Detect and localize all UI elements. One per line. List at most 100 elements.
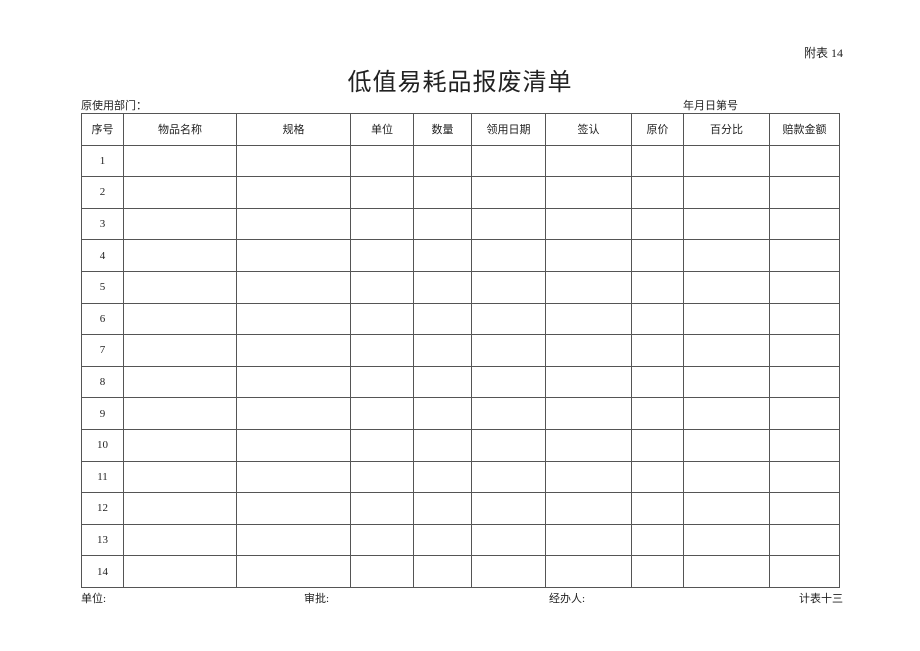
empty-cell bbox=[631, 492, 684, 525]
empty-cell bbox=[123, 302, 237, 336]
empty-cell bbox=[236, 302, 351, 336]
row-number: 1 bbox=[81, 144, 124, 178]
empty-cell bbox=[683, 144, 770, 178]
empty-cell bbox=[236, 428, 351, 462]
row-number: 14 bbox=[81, 555, 124, 588]
empty-cell bbox=[683, 207, 770, 241]
empty-cell bbox=[123, 555, 237, 588]
empty-cell bbox=[545, 492, 632, 525]
empty-cell bbox=[350, 176, 414, 209]
empty-cell bbox=[236, 492, 351, 525]
empty-cell bbox=[631, 334, 684, 367]
empty-cell bbox=[123, 523, 237, 557]
empty-cell bbox=[350, 428, 414, 462]
column-header: 规格 bbox=[236, 113, 351, 146]
empty-cell bbox=[471, 144, 546, 178]
empty-cell bbox=[631, 460, 684, 494]
empty-cell bbox=[769, 270, 840, 304]
empty-cell bbox=[350, 460, 414, 494]
empty-cell bbox=[236, 334, 351, 367]
column-header: 百分比 bbox=[683, 113, 770, 146]
empty-cell bbox=[471, 365, 546, 399]
empty-cell bbox=[545, 176, 632, 209]
empty-cell bbox=[413, 365, 472, 399]
empty-cell bbox=[545, 270, 632, 304]
row-number: 3 bbox=[81, 207, 124, 241]
empty-cell bbox=[683, 428, 770, 462]
table-row: 5 bbox=[81, 270, 840, 304]
empty-cell bbox=[350, 523, 414, 557]
empty-cell bbox=[123, 176, 237, 209]
empty-cell bbox=[631, 555, 684, 588]
row-number: 8 bbox=[81, 365, 124, 399]
header-row: 序号 物品名称 规格 单位 数量 领用日期 签认 原价 百分比 赔款金额 bbox=[81, 113, 840, 146]
empty-cell bbox=[413, 176, 472, 209]
empty-cell bbox=[471, 555, 546, 588]
empty-cell bbox=[545, 555, 632, 588]
empty-cell bbox=[683, 397, 770, 430]
empty-cell bbox=[350, 207, 414, 241]
empty-cell bbox=[236, 176, 351, 209]
empty-cell bbox=[545, 365, 632, 399]
empty-cell bbox=[471, 176, 546, 209]
table-row: 14 bbox=[81, 555, 840, 588]
empty-cell bbox=[471, 397, 546, 430]
empty-cell bbox=[350, 365, 414, 399]
empty-cell bbox=[545, 334, 632, 367]
empty-cell bbox=[471, 302, 546, 336]
empty-cell bbox=[236, 207, 351, 241]
empty-cell bbox=[631, 397, 684, 430]
empty-cell bbox=[413, 523, 472, 557]
empty-cell bbox=[545, 460, 632, 494]
empty-cell bbox=[683, 176, 770, 209]
column-header: 原价 bbox=[631, 113, 684, 146]
table-row: 7 bbox=[81, 334, 840, 367]
empty-cell bbox=[769, 460, 840, 494]
column-header: 物品名称 bbox=[123, 113, 237, 146]
empty-cell bbox=[350, 334, 414, 367]
row-number: 6 bbox=[81, 302, 124, 336]
empty-cell bbox=[769, 144, 840, 178]
row-number: 9 bbox=[81, 397, 124, 430]
empty-cell bbox=[236, 270, 351, 304]
empty-cell bbox=[683, 523, 770, 557]
empty-cell bbox=[769, 492, 840, 525]
empty-cell bbox=[236, 555, 351, 588]
empty-cell bbox=[123, 334, 237, 367]
empty-cell bbox=[471, 523, 546, 557]
row-number: 2 bbox=[81, 176, 124, 209]
empty-cell bbox=[413, 492, 472, 525]
empty-cell bbox=[769, 523, 840, 557]
empty-cell bbox=[631, 176, 684, 209]
scrap-list-table: 序号 物品名称 规格 单位 数量 领用日期 签认 原价 百分比 赔款金额 1 2 3 4 5 6 7 8 9 10 1… bbox=[81, 113, 840, 588]
column-header: 领用日期 bbox=[471, 113, 546, 146]
table-row: 6 bbox=[81, 302, 840, 336]
empty-cell bbox=[236, 239, 351, 272]
table-row: 2 bbox=[81, 176, 840, 209]
table-row: 12 bbox=[81, 492, 840, 525]
empty-cell bbox=[769, 176, 840, 209]
row-number: 5 bbox=[81, 270, 124, 304]
empty-cell bbox=[683, 239, 770, 272]
empty-cell bbox=[413, 239, 472, 272]
empty-cell bbox=[631, 144, 684, 178]
department-label: 原使用部门： bbox=[81, 100, 147, 112]
empty-cell bbox=[683, 365, 770, 399]
empty-cell bbox=[350, 555, 414, 588]
empty-cell bbox=[413, 397, 472, 430]
empty-cell bbox=[350, 492, 414, 525]
empty-cell bbox=[123, 397, 237, 430]
column-header: 签认 bbox=[545, 113, 632, 146]
empty-cell bbox=[413, 334, 472, 367]
empty-cell bbox=[123, 492, 237, 525]
empty-cell bbox=[631, 270, 684, 304]
column-header: 序号 bbox=[81, 113, 124, 146]
empty-cell bbox=[471, 207, 546, 241]
row-number: 11 bbox=[81, 460, 124, 494]
empty-cell bbox=[471, 334, 546, 367]
table-row: 3 bbox=[81, 207, 840, 241]
empty-cell bbox=[413, 207, 472, 241]
footer-unit-label: 单位: bbox=[81, 593, 107, 605]
page-title: 低值易耗品报废清单 bbox=[347, 70, 573, 96]
empty-cell bbox=[413, 270, 472, 304]
